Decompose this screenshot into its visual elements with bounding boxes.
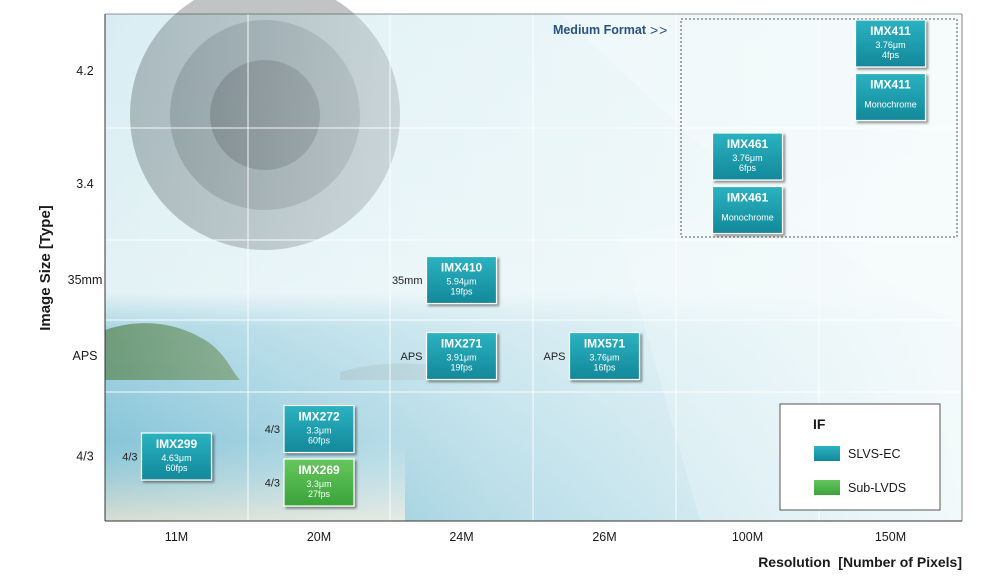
product-box-bg (140, 432, 213, 481)
legend: IF SLVS-EC Sub-LVDS (779, 403, 941, 511)
x-tick-labels: 11M 20M 24M 26M 100M 150M (165, 530, 906, 544)
product-name: IMX271 (441, 337, 483, 351)
product-spec: 60fps (165, 463, 188, 473)
product-box-bg (425, 255, 498, 305)
product-spec: 3.3μm (306, 479, 331, 489)
product-name: IMX272 (298, 410, 340, 424)
x-tick-label: 24M (449, 530, 473, 544)
product-box-bg (854, 19, 927, 68)
x-tick-label: 11M (165, 530, 188, 544)
product-format-label: 4/3 (122, 452, 137, 464)
product-spec: 19fps (450, 363, 473, 373)
medium-format-box (680, 18, 958, 238)
legend-swatch (814, 446, 840, 461)
medium-format-label: Medium Format (553, 23, 647, 37)
medium-format-arrow: >> (650, 22, 668, 38)
product-spec: 3.91μm (446, 353, 476, 363)
x-tick-label: 100M (732, 530, 763, 544)
y-tick-label: 4/3 (76, 450, 93, 464)
product-name: IMX299 (156, 437, 198, 451)
product-box-bg (854, 72, 927, 122)
product-spec: 16fps (593, 363, 616, 373)
product-spec: 3.76μm (732, 153, 762, 163)
product-name: IMX461 (727, 191, 769, 205)
x-axis-title: Resolution [Number of Pixels] (758, 554, 962, 570)
medium-format-region: Medium Format >> (553, 18, 958, 238)
y-tick-label: 35mm (68, 273, 103, 287)
product-spec: 4.63μm (161, 453, 191, 463)
product-spec: Monochrome (721, 213, 774, 223)
product-name: IMX411 (870, 78, 911, 92)
axes (104, 13, 963, 522)
x-tick-label: 150M (875, 530, 906, 544)
product-name: IMX269 (298, 463, 340, 477)
y-tick-label: 4.2 (76, 64, 93, 78)
product-spec: 3.76μm (589, 353, 619, 363)
product-name: IMX571 (584, 337, 626, 351)
product-box-bg (711, 132, 784, 181)
product-name: IMX461 (727, 137, 769, 151)
product-name: IMX411 (870, 24, 911, 38)
x-tick-label: 26M (592, 530, 616, 544)
product-name: IMX410 (441, 261, 483, 275)
product-spec: 4fps (882, 50, 900, 60)
grid-lines (105, 14, 962, 521)
product-box-bg (283, 404, 355, 454)
product-box-bg (425, 331, 498, 381)
product-format-label: 4/3 (265, 424, 280, 436)
product-box: IMX411 Monochrome (854, 72, 927, 122)
y-tick-labels: 4/3 APS 35mm 3.4 4.2 (68, 64, 103, 464)
product-spec: 3.3μm (306, 426, 331, 436)
legend-title: IF (813, 416, 826, 432)
legend-box (779, 403, 941, 511)
y-axis-title: Image Size [Type] (37, 205, 54, 331)
product-spec: 19fps (450, 287, 473, 297)
product-box-bg (711, 185, 784, 235)
y-tick-label: 3.4 (76, 177, 93, 191)
product-box: IMX461 Monochrome (711, 185, 784, 235)
legend-label: SLVS-EC (848, 447, 901, 461)
product-boxes: IMX2994.63μm60fps4/3IMX2723.3μm60fps4/3I… (122, 19, 927, 507)
x-tick-label: 20M (307, 530, 331, 544)
product-box-bg (283, 458, 355, 507)
legend-label: Sub-LVDS (848, 481, 906, 495)
product-spec: 60fps (308, 436, 331, 446)
product-spec: 6fps (739, 163, 757, 173)
product-spec: Monochrome (864, 100, 917, 110)
product-format-label: 4/3 (265, 478, 280, 490)
y-tick-label: APS (72, 349, 97, 363)
product-format-label: 35mm (392, 275, 423, 287)
product-format-label: APS (400, 351, 422, 363)
product-format-label: APS (543, 351, 565, 363)
product-spec: 3.76μm (875, 40, 905, 50)
product-box-bg (568, 331, 641, 381)
product-spec: 27fps (308, 489, 331, 499)
legend-swatch (814, 480, 840, 495)
product-spec: 5.94μm (446, 277, 476, 287)
